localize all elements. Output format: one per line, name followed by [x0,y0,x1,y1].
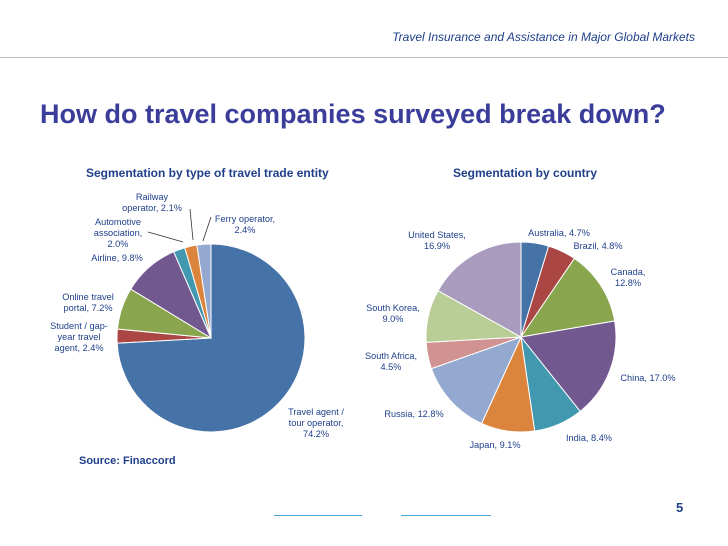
leader-line-railway-operator [189,208,194,241]
header-divider [0,57,728,58]
footer-divider-right [401,515,491,516]
page-number: 5 [676,500,684,515]
data-label-south-korea: South Korea, 9.0% [366,303,420,324]
data-label-student-gap-year-travel-agent: Student / gap-year travel agent, 2.4% [50,321,108,353]
data-label-airline: Airline, 9.8% [91,253,143,263]
data-label-china: China, 17.0% [620,373,675,383]
leader-line-ferry-operator [202,216,212,242]
data-label-united-states: United States, 16.9% [408,230,466,251]
data-label-automotive-association: Automotive association, 2.0% [94,217,143,249]
pie-slice-russia [430,336,522,425]
data-label-railway-operator: Railway operator, 2.1% [122,192,182,213]
data-label-australia: Australia, 4.7% [528,228,590,238]
report-header-title: Travel Insurance and Assistance in Major… [392,30,695,44]
data-label-india: India, 8.4% [566,433,612,443]
footer-divider-left [274,515,362,516]
leader-line-automotive-association [147,231,184,243]
data-label-travel-agent-tour-operator: Travel agent / tour operator, 74.2% [288,407,344,439]
data-label-ferry-operator: Ferry operator, 2.4% [215,214,275,235]
pie-slice-canada [519,257,616,338]
source-note: Source: Finaccord [79,455,176,467]
data-label-japan: Japan, 9.1% [469,440,520,450]
pie-slice-united-states [437,241,522,338]
pie-slice-china [520,320,617,413]
pie-slice-ferry-operator [196,243,212,339]
data-label-canada: Canada, 12.8% [611,267,646,288]
data-label-russia: Russia, 12.8% [384,409,443,419]
page-title: How do travel companies surveyed break d… [40,99,666,129]
chart-title-trade-entity: Segmentation by type of travel trade ent… [86,166,329,180]
data-label-online-travel-portal: Online travel portal, 7.2% [62,292,114,313]
data-label-south-africa: South Africa, 4.5% [365,351,417,372]
data-label-brazil: Brazil, 4.8% [573,241,622,251]
chart-title-country: Segmentation by country [453,166,598,180]
